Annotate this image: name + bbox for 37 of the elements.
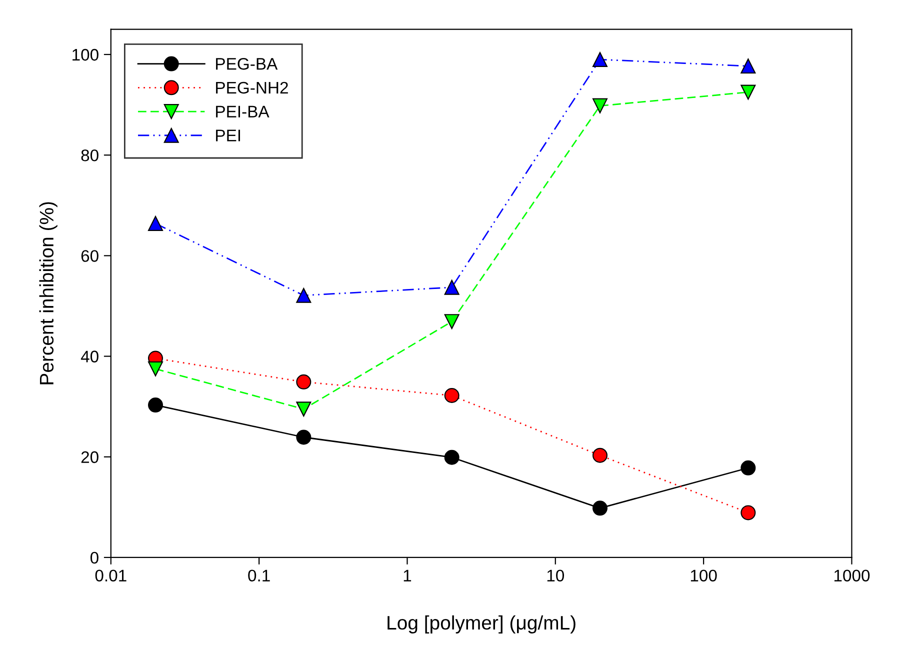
point	[592, 98, 608, 114]
point	[592, 448, 608, 463]
y-tick-label: 80	[81, 149, 98, 162]
point	[592, 500, 608, 516]
y-tick-label: 60	[81, 250, 98, 262]
legend-label: PEG-NH2	[216, 82, 288, 94]
legend-label: PEI	[216, 130, 240, 142]
x-tick-label: 100	[690, 570, 717, 582]
y-tick-label: 100	[72, 48, 98, 61]
legend-label: PEI-BA	[216, 106, 270, 118]
y-tick-label: 20	[81, 451, 98, 464]
point	[296, 402, 312, 417]
point	[740, 84, 756, 100]
y-tick-label: 0	[90, 552, 98, 564]
legend-label: PEG-BA	[216, 58, 278, 70]
point	[444, 314, 460, 330]
x-tick-label: 10	[547, 570, 564, 582]
x-tick-label: 1	[404, 570, 412, 582]
x-axis-title: Log [polymer] (μg/mL)	[388, 615, 576, 634]
point	[148, 361, 163, 376]
point	[444, 280, 460, 295]
point	[444, 388, 460, 403]
point	[296, 288, 312, 303]
y-axis-title: Percent inhibition (%)	[39, 202, 58, 384]
x-tick-label: 0.1	[248, 570, 270, 582]
point	[296, 430, 312, 445]
y-tick-label: 40	[80, 350, 98, 362]
point	[740, 58, 756, 74]
point	[740, 460, 756, 476]
point	[740, 505, 756, 520]
x-tick-label: 1000	[834, 570, 870, 582]
point	[444, 450, 460, 465]
point	[148, 216, 163, 231]
point	[148, 398, 163, 413]
point	[296, 374, 312, 390]
point	[592, 52, 608, 68]
x-tick-label: 0.01	[95, 570, 126, 582]
